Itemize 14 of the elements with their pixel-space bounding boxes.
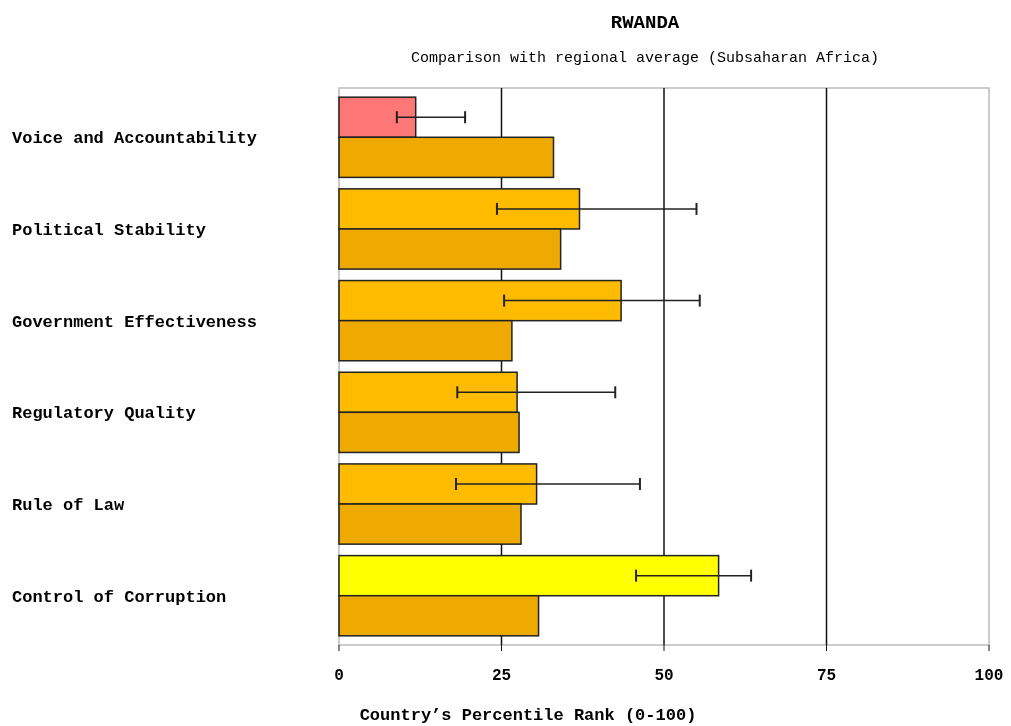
y-tick-label: Political Stability [12, 220, 206, 240]
x-tick-label: 0 [334, 667, 344, 685]
x-tick-label: 50 [654, 667, 674, 685]
y-tick-label: Regulatory Quality [12, 404, 196, 424]
y-tick-label: Government Effectiveness [12, 312, 257, 332]
y-tick-label: Control of Corruption [12, 587, 227, 607]
x-tick-label: 75 [816, 667, 837, 685]
chart-subtitle: Comparison with regional average (Subsaharan Africa) [410, 50, 880, 67]
x-axis-title: Country’s Percentile Rank (0-100) [359, 706, 697, 725]
y-tick-label: Voice and Accountability [12, 129, 257, 149]
x-tick-label: 100 [974, 667, 1004, 685]
y-tick-label: Rule of Law [12, 496, 126, 516]
chart-title: RWANDA [610, 12, 680, 34]
x-tick-label: 25 [491, 667, 512, 685]
